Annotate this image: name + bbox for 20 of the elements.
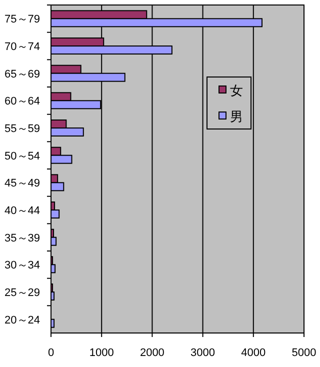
x-tick-label: 1000 <box>89 347 114 359</box>
y-tick-label: 45～49 <box>4 178 40 190</box>
x-tick-label: 4000 <box>241 347 266 359</box>
y-tick-label: 50～54 <box>4 150 40 162</box>
y-tick-label: 25～29 <box>4 287 40 299</box>
x-tick-label: 5000 <box>292 347 316 359</box>
x-tick-label: 2000 <box>140 347 164 359</box>
y-tick-label: 35～39 <box>4 232 40 244</box>
y-tick-label: 20～24 <box>4 314 40 326</box>
y-tick-label: 60～64 <box>4 96 40 108</box>
y-tick-label: 55～59 <box>4 123 40 135</box>
x-tick-label: 0 <box>48 347 54 359</box>
y-tick-label: 75～79 <box>4 14 40 26</box>
y-tick-label: 70～74 <box>4 41 40 53</box>
x-tick-label: 3000 <box>190 347 216 359</box>
y-tick-label: 30～34 <box>4 260 40 272</box>
legend-label: 男 <box>230 109 243 124</box>
y-tick-label: 40～44 <box>4 205 40 217</box>
legend-label: 女 <box>230 83 243 98</box>
y-tick-label: 65～69 <box>4 68 40 80</box>
